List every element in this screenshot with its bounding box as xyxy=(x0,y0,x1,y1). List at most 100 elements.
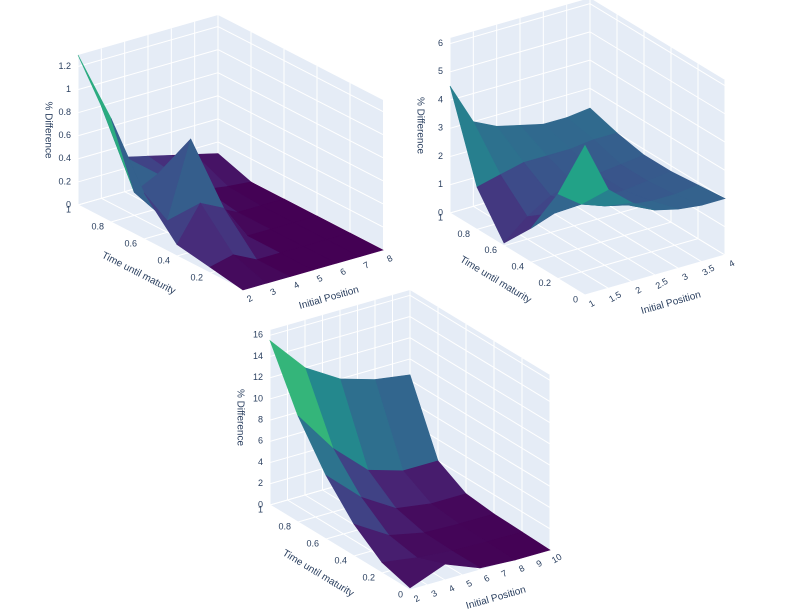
x-tick-label: 7 xyxy=(362,260,371,271)
surface-patch xyxy=(557,144,609,205)
y-tick-label: 0.2 xyxy=(190,272,203,282)
z-tick-label: 0.6 xyxy=(58,130,71,140)
z-grid-line xyxy=(409,294,551,381)
x-tick-label: 3 xyxy=(430,588,439,599)
x-tick-label: 5 xyxy=(465,578,474,589)
y-tick-label: 0.6 xyxy=(306,538,319,548)
z-tick-label: 0.2 xyxy=(58,176,71,186)
y-tick-label: 0.4 xyxy=(334,555,347,565)
z-grid-line xyxy=(217,72,384,159)
x-tick-label: 6 xyxy=(482,573,491,584)
x-tick-label: 6 xyxy=(338,266,347,277)
z-tick-label: 1.2 xyxy=(58,61,71,71)
z-grid-line xyxy=(409,400,551,487)
z-grid-line xyxy=(589,31,726,115)
z-tick-label: 1 xyxy=(66,84,71,94)
z-tick-label: 4 xyxy=(438,94,443,104)
z-grid-line xyxy=(409,422,551,509)
y-tick-label: 0 xyxy=(573,294,578,304)
z-grid-line xyxy=(409,379,551,466)
z-tick-label: 12 xyxy=(253,372,263,382)
z-grid-line xyxy=(409,337,551,424)
z-tick-label: 6 xyxy=(438,38,443,48)
x-grid-line xyxy=(449,212,586,296)
z-tick-label: 0.4 xyxy=(58,153,71,163)
x-tick-label: 4 xyxy=(727,258,736,269)
y-tick-label: 0.6 xyxy=(484,245,497,255)
x-axis-title: Initial Position xyxy=(465,584,527,611)
z-grid-line xyxy=(409,358,551,445)
z-grid-line xyxy=(217,95,384,182)
x-tick-label: 3 xyxy=(268,286,277,297)
y-tick-label: 0.8 xyxy=(278,521,291,531)
y-grid-line xyxy=(557,238,699,280)
z-tick-label: 6 xyxy=(258,436,263,446)
z-grid-line xyxy=(589,3,726,87)
z-tick-label: 16 xyxy=(253,330,263,340)
z-grid-line xyxy=(217,26,384,112)
z-tick-label: 0 xyxy=(438,207,443,217)
x-tick-label: 1.5 xyxy=(607,289,623,304)
y-grid-line xyxy=(503,205,645,247)
scene: 00.20.40.60.811.223456780.20.40.60.81Tim… xyxy=(42,15,394,312)
x-tick-label: 5 xyxy=(315,273,324,284)
x-tick-label: 3 xyxy=(680,271,689,282)
x-grid-line xyxy=(269,504,411,591)
z-grid-line xyxy=(217,49,384,136)
z-tick-label: 1 xyxy=(438,179,443,189)
z-grid-line xyxy=(217,118,384,205)
z-tick-label: 5 xyxy=(438,66,443,76)
x-tick-label: 3.5 xyxy=(700,263,716,278)
z-grid-line xyxy=(589,87,726,171)
y-tick-label: 1 xyxy=(66,204,71,214)
y-grid-line xyxy=(530,221,672,263)
y-grid-line xyxy=(584,254,726,296)
z-axis-title: % Difference xyxy=(234,389,245,447)
z-grid-line xyxy=(409,316,551,402)
surface-patch xyxy=(381,557,446,589)
x-tick-label: 7 xyxy=(500,568,509,579)
y-tick-label: 0.4 xyxy=(157,255,170,265)
z-tick-label: 0 xyxy=(258,499,263,509)
y-tick-label: 0.6 xyxy=(124,238,137,248)
z-tick-label: 14 xyxy=(253,351,263,361)
z-grid-line xyxy=(217,141,384,228)
y-tick-label: 1 xyxy=(438,212,443,222)
surface-patch xyxy=(209,254,267,291)
y-tick-label: 0.4 xyxy=(511,262,524,272)
x-tick-label: 4 xyxy=(292,280,301,291)
x-tick-label: 8 xyxy=(385,253,394,264)
y-tick-label: 0.2 xyxy=(362,572,375,582)
x-tick-label: 2 xyxy=(412,593,421,604)
z-tick-label: 0.8 xyxy=(58,107,71,117)
x-tick-label: 2.5 xyxy=(654,276,670,291)
x-tick-label: 2 xyxy=(245,293,254,304)
y-tick-label: 0.2 xyxy=(538,278,551,288)
z-grid-line xyxy=(589,59,726,143)
x-tick-label: 9 xyxy=(535,558,544,569)
z-axis-title: % Difference xyxy=(414,97,425,155)
x-tick-label: 2 xyxy=(634,285,643,296)
y-tick-label: 0.8 xyxy=(457,229,470,239)
x-tick-label: 1 xyxy=(587,298,596,309)
z-tick-label: 2 xyxy=(438,151,443,161)
x-grid-line xyxy=(77,204,244,291)
z-tick-label: 8 xyxy=(258,415,263,425)
z-tick-label: 2 xyxy=(258,478,263,488)
y-tick-label: 0 xyxy=(398,589,403,599)
z-tick-label: 10 xyxy=(253,393,263,403)
side-wall xyxy=(218,15,383,250)
x-tick-label: 8 xyxy=(517,563,526,574)
z-tick-label: 0 xyxy=(66,199,71,209)
y-tick-label: 1 xyxy=(258,504,263,514)
z-axis-title: % Difference xyxy=(42,101,53,159)
z-tick-label: 3 xyxy=(438,123,443,133)
x-tick-label: 10 xyxy=(550,552,564,566)
x-tick-label: 4 xyxy=(447,583,456,594)
y-tick-label: 0.8 xyxy=(91,221,104,231)
x-axis-title: Initial Position xyxy=(640,289,702,317)
z-tick-label: 4 xyxy=(258,457,263,467)
